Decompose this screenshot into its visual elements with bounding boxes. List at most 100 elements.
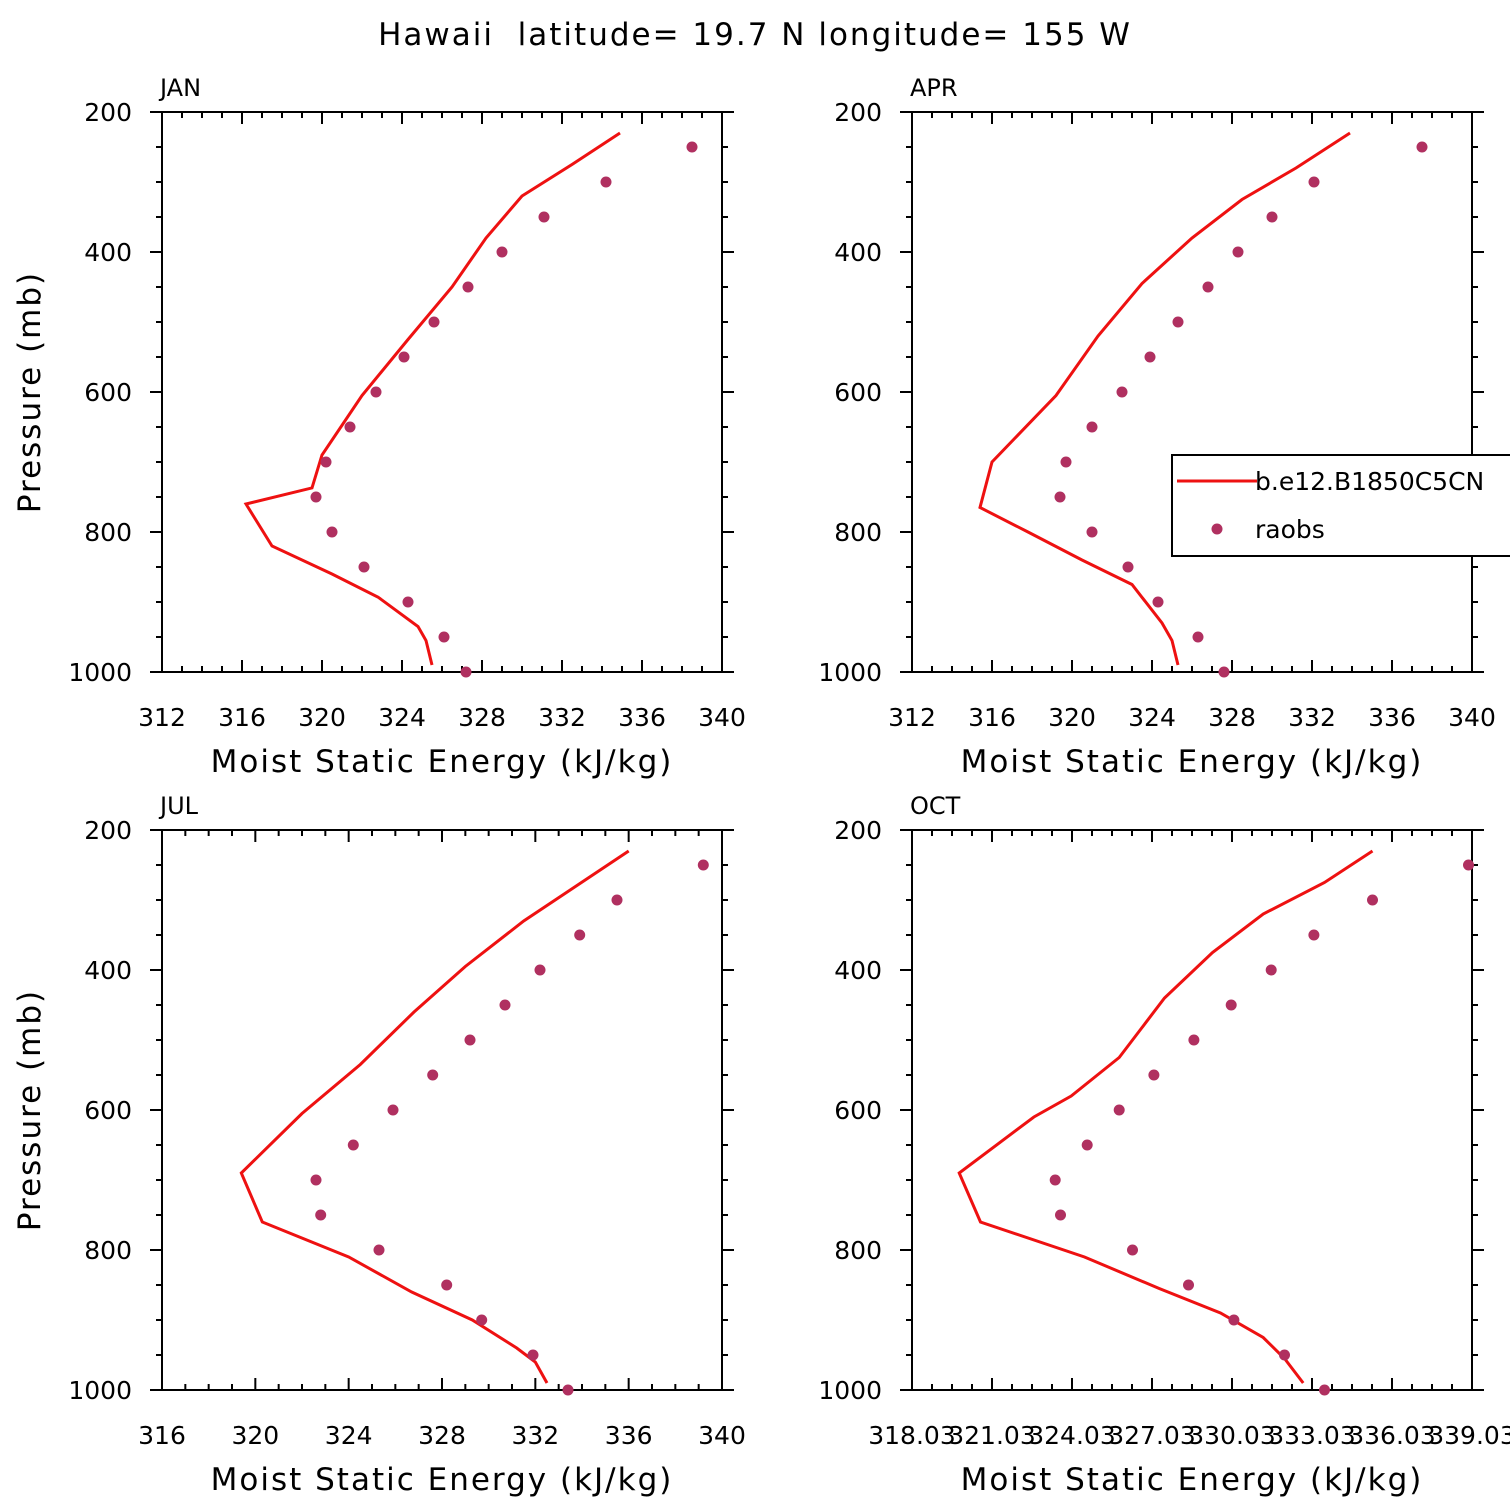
panel-apr-series-raobs-point-2 (1266, 211, 1278, 223)
panel-jul-y-tick-label: 400 (84, 956, 132, 985)
panel-jan-x-tick-label: 336 (618, 703, 666, 732)
panel-jul-series-raobs-point-7 (387, 1104, 399, 1116)
panel-oct-x-tick-label: 339.03 (1428, 1421, 1510, 1450)
panel-apr-y-tick-label: 1000 (818, 658, 882, 687)
panel-apr: APR 312 316 320 324 328 332 336 340 200 400 600 800 1… (818, 74, 1495, 780)
panel-jul-series-raobs-point-11 (373, 1244, 385, 1256)
panel-oct-x-tick-label: 333.03 (1268, 1421, 1355, 1450)
panel-jul-series-raobs-point-6 (427, 1069, 439, 1081)
panel-oct-series-raobs-point-8 (1081, 1139, 1093, 1151)
panel-jul-series-raobs-point-2 (574, 929, 586, 941)
panel-apr-series-raobs-point-8 (1086, 421, 1098, 433)
panel-oct-series-raobs-point-1 (1367, 894, 1378, 906)
panel-jul-series-raobs-point-10 (315, 1209, 327, 1221)
panel-jan-series-raobs-point-7 (370, 386, 382, 398)
panel-jan-series-raobs-point-14 (438, 631, 450, 643)
panel-jul-x-tick-label: 328 (418, 1421, 466, 1450)
panel-oct-x-axis-label: Moist Static Energy (kJ/kg) (961, 1462, 1424, 1498)
legend: b.e12.B1850C5CN raobs (1171, 454, 1510, 557)
panel-apr-series-raobs-point-4 (1202, 281, 1214, 293)
panel-oct-series-raobs-point-13 (1228, 1314, 1240, 1326)
panel-jan-series-b-e12-b1850c5cn-line (243, 131, 621, 666)
panel-jan-title: JAN (158, 74, 201, 102)
panel-jan-x-tick-label: 324 (378, 703, 426, 732)
panel-oct-series-raobs-point-0 (1463, 859, 1474, 871)
panel-apr-x-tick-label: 336 (1368, 703, 1416, 732)
panel-apr-x-tick-label: 320 (1048, 703, 1096, 732)
panel-apr-series-raobs-point-7 (1116, 386, 1128, 398)
panel-jul-series-b-e12-b1850c5cn-line (239, 849, 630, 1384)
panel-oct-x-tick-label: 321.03 (948, 1421, 1035, 1450)
panel-apr-x-tick-label: 324 (1128, 703, 1176, 732)
panel-jul: JUL 316 320 324 328 332 336 340 200 400 600 800 1000… (12, 792, 746, 1498)
panel-oct-series-raobs-point-3 (1265, 964, 1277, 976)
panel-apr-x-tick-label: 340 (1448, 703, 1496, 732)
panel-apr-series-raobs-point-6 (1144, 351, 1156, 363)
panel-oct-y-tick-label: 400 (834, 956, 882, 985)
legend-entry-model: b.e12.B1850C5CN (1255, 467, 1484, 496)
panel-oct-title: OCT (910, 792, 961, 820)
panel-jan-series-raobs-point-1 (600, 176, 612, 188)
panel-apr-series-raobs-point-5 (1172, 316, 1184, 328)
panel-jan-x-tick-label: 312 (138, 703, 186, 732)
panel-apr-title: APR (910, 74, 958, 102)
panel-jan-y-tick-label: 400 (84, 238, 132, 267)
panel-jul-series-b-e12-b1850c5cn (239, 849, 630, 1384)
panel-oct-series-raobs-point-14 (1279, 1349, 1290, 1361)
panel-apr-y-tick-label: 800 (834, 518, 882, 547)
panel-jul-y-tick-label: 600 (84, 1096, 132, 1125)
panel-apr-y-tick-label: 400 (834, 238, 882, 267)
panel-jul-series-raobs-point-8 (347, 1139, 359, 1151)
panel-apr-series-raobs-point-3 (1232, 246, 1244, 258)
panel-oct-y-tick-label: 1000 (818, 1376, 882, 1405)
panel-oct-y-tick-label: 800 (834, 1236, 882, 1265)
panel-oct-series-raobs-point-2 (1308, 929, 1320, 941)
panel-oct-x-tick-label: 324.03 (1028, 1421, 1115, 1450)
panel-apr-series-b-e12-b1850c5cn (978, 131, 1351, 666)
panel-jul-series-raobs-point-15 (562, 1384, 574, 1396)
panel-oct-series-raobs-point-7 (1113, 1104, 1125, 1116)
panel-jan-x-tick-label: 320 (298, 703, 346, 732)
panel-jan: JAN 312 316 320 324 328 332 336 340 200 400 600 800 1… (12, 74, 746, 780)
panel-jan-y-tick-label: 600 (84, 378, 132, 407)
panel-jul-series-raobs-point-4 (499, 999, 511, 1011)
panel-jan-series-raobs-point-3 (496, 246, 508, 258)
panel-apr-series-b-e12-b1850c5cn-line (978, 131, 1351, 666)
legend-entry-obs: raobs (1255, 515, 1325, 544)
panel-jan-series-raobs-point-4 (462, 281, 474, 293)
panel-jan-series-raobs-point-0 (686, 141, 698, 153)
panel-apr-series-raobs-point-11 (1086, 526, 1098, 538)
panel-apr-series-raobs (1054, 141, 1428, 678)
panel-jul-series-raobs-point-14 (527, 1349, 539, 1361)
panel-oct-y-tick-label: 200 (834, 816, 882, 845)
panel-oct-series-raobs-point-6 (1148, 1069, 1160, 1081)
panel-jul-x-axis-label: Moist Static Energy (kJ/kg) (211, 1462, 674, 1498)
panel-apr-series-raobs-point-1 (1308, 176, 1320, 188)
panel-apr-x-tick-label: 332 (1288, 703, 1336, 732)
panel-jan-x-tick-label: 340 (698, 703, 746, 732)
panel-oct-series-raobs (1049, 859, 1474, 1396)
panel-apr-series-raobs-point-12 (1122, 561, 1134, 573)
panel-jan-series-raobs-point-8 (344, 421, 356, 433)
panel-apr-x-tick-label: 328 (1208, 703, 1256, 732)
panel-jul-x-tick-label: 336 (605, 1421, 653, 1450)
panel-jan-series-raobs-point-11 (326, 526, 338, 538)
panel-jul-series-raobs-point-0 (697, 859, 709, 871)
panel-apr-series-raobs-point-10 (1054, 491, 1066, 503)
figure-title: Hawaii latitude= 19.7 N longitude= 155 W (378, 17, 1132, 53)
panel-jul-title: JUL (158, 792, 199, 820)
panel-jul-series-raobs-point-5 (464, 1034, 476, 1046)
panel-oct-series-raobs-point-9 (1049, 1174, 1061, 1186)
panel-apr-x-tick-label: 312 (888, 703, 936, 732)
panel-jul-series-raobs (310, 859, 709, 1396)
panel-jul-y-tick-label: 200 (84, 816, 132, 845)
panel-apr-series-raobs-point-15 (1218, 666, 1230, 678)
panel-jul-x-tick-label: 320 (231, 1421, 279, 1450)
panel-oct-series-b-e12-b1850c5cn (957, 849, 1374, 1384)
panel-jan-series-raobs-point-12 (358, 561, 370, 573)
panel-jan-series-raobs-point-10 (310, 491, 322, 503)
panel-apr-series-raobs-point-9 (1060, 456, 1072, 468)
panels: JAN 312 316 320 324 328 332 336 340 200 400 600 800 1… (12, 74, 1510, 1498)
